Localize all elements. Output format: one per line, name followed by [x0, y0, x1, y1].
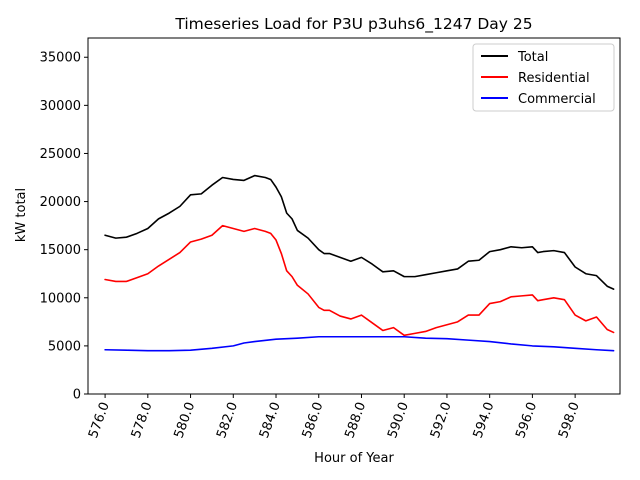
y-tick-label: 30000 [40, 99, 81, 114]
legend-label-residential: Residential [518, 71, 590, 86]
legend-box [472, 43, 615, 112]
series-line-residential [104, 224, 615, 337]
legend-label-commercial: Commercial [518, 92, 596, 107]
series-line-total [104, 174, 615, 290]
y-tick-label: 10000 [40, 291, 81, 306]
y-tick-label: 5000 [48, 339, 81, 354]
series-line-commercial [104, 335, 615, 352]
legend-label-total: Total [517, 50, 548, 65]
axes-frame [87, 37, 621, 395]
y-tick-label: 35000 [40, 51, 81, 66]
y-axis-label: kW total [14, 188, 29, 242]
chart-title: Timeseries Load for P3U p3uhs6_1247 Day … [174, 15, 532, 34]
y-tick-label: 25000 [40, 147, 81, 162]
legend: Total Residential Commercial [472, 43, 615, 112]
y-tick-label: 20000 [40, 195, 81, 210]
x-axis-label: Hour of Year [314, 451, 394, 466]
y-tick-label: 0 [73, 388, 81, 403]
y-tick-label: 15000 [40, 243, 81, 258]
